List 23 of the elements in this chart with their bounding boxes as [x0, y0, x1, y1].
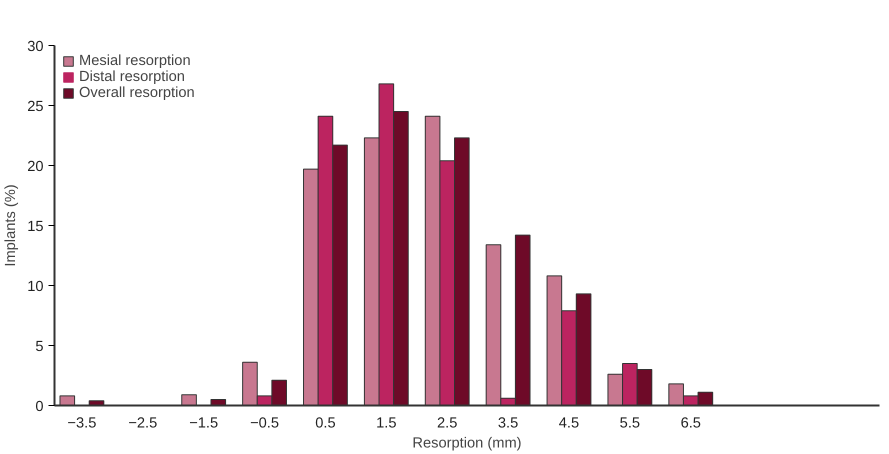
y-tick-label: 0 [35, 399, 44, 415]
x-tick-label: −2.5 [128, 416, 158, 432]
x-tick-label: −3.5 [67, 416, 96, 432]
x-tick-label: 5.5 [620, 416, 640, 432]
x-axis-title: Resorption (mm) [412, 436, 522, 452]
y-tick-label: 10 [27, 279, 44, 295]
y-tick-label: 25 [27, 99, 44, 115]
x-tick-label: 6.5 [680, 416, 701, 432]
x-tick-label: −0.5 [250, 416, 280, 432]
legend-label: Distal resorption [79, 69, 185, 85]
y-tick-label: 30 [27, 39, 44, 55]
x-tick-label: −1.5 [189, 416, 218, 432]
y-axis-title: Implants (%) [3, 184, 20, 267]
legend-label: Overall resorption [79, 85, 195, 101]
y-tick-label: 15 [27, 219, 44, 235]
legend-label: Mesial resorption [79, 53, 191, 69]
x-tick-label: 3.5 [498, 416, 518, 432]
x-tick-label: 4.5 [558, 416, 580, 432]
x-tick-label: 1.5 [376, 416, 397, 432]
x-tick-label: 0.5 [315, 416, 336, 432]
y-tick-label: 20 [27, 159, 44, 175]
y-tick-label: 5 [35, 339, 44, 355]
x-tick-label: 2.5 [437, 416, 458, 432]
